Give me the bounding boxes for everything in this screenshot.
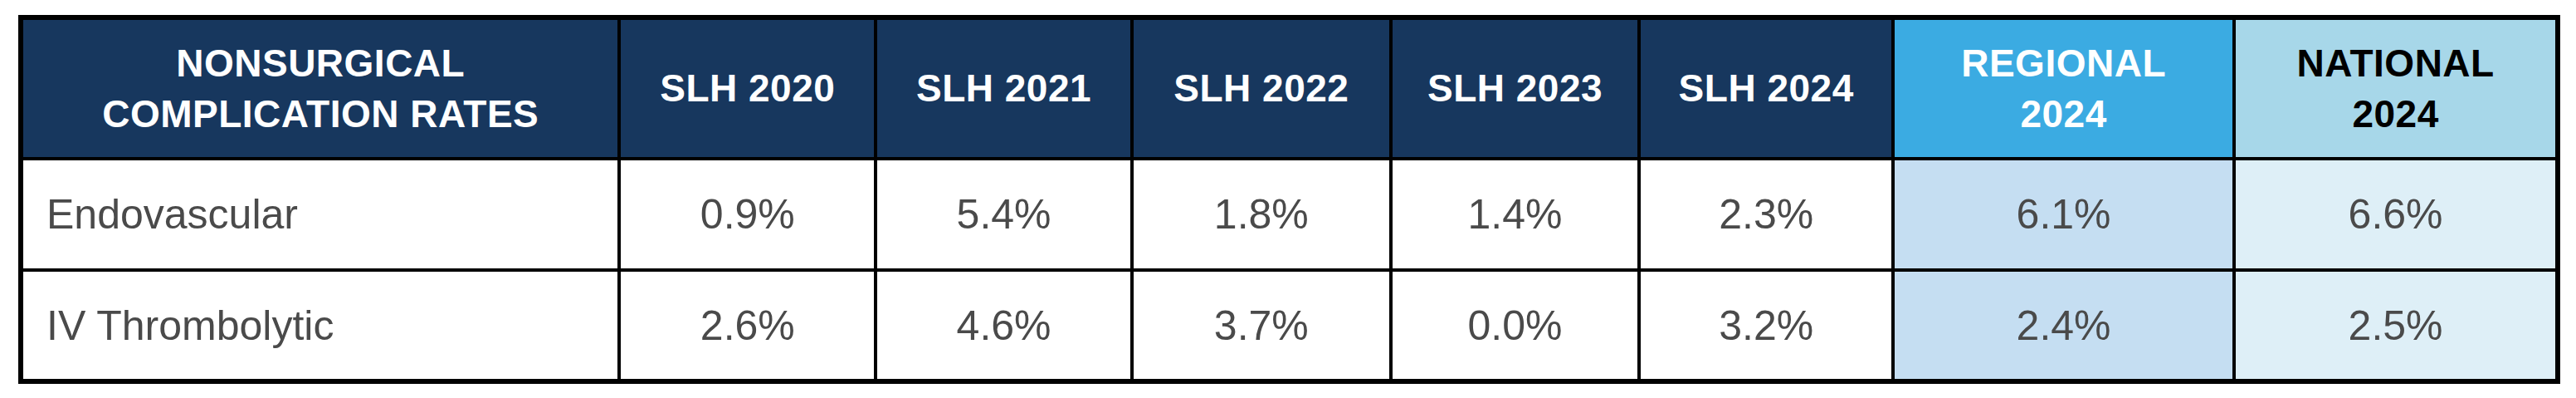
- cell-iv-thrombolytic-slh-2020: 2.6%: [619, 270, 876, 381]
- column-header-slh-2020: SLH 2020: [619, 17, 876, 159]
- table-row-endovascular: Endovascular 0.9% 5.4% 1.8% 1.4% 2.3% 6.…: [21, 159, 2558, 270]
- table-row-iv-thrombolytic: IV Thrombolytic 2.6% 4.6% 3.7% 0.0% 3.2%…: [21, 270, 2558, 381]
- cell-endovascular-regional-2024: 6.1%: [1893, 159, 2234, 270]
- cell-endovascular-slh-2022: 1.8%: [1132, 159, 1391, 270]
- cell-endovascular-slh-2024: 2.3%: [1639, 159, 1893, 270]
- cell-iv-thrombolytic-national-2024: 2.5%: [2234, 270, 2558, 381]
- cell-endovascular-national-2024: 6.6%: [2234, 159, 2558, 270]
- cell-endovascular-slh-2021: 5.4%: [876, 159, 1132, 270]
- cell-endovascular-slh-2023: 1.4%: [1391, 159, 1640, 270]
- cell-iv-thrombolytic-regional-2024: 2.4%: [1893, 270, 2234, 381]
- column-header-slh-2023: SLH 2023: [1391, 17, 1640, 159]
- row-label-iv-thrombolytic: IV Thrombolytic: [21, 270, 619, 381]
- column-header-slh-2021: SLH 2021: [876, 17, 1132, 159]
- row-label-endovascular: Endovascular: [21, 159, 619, 270]
- complication-rates-table: NONSURGICAL COMPLICATION RATES SLH 2020 …: [18, 15, 2560, 384]
- column-header-regional-2024: REGIONAL 2024: [1893, 17, 2234, 159]
- column-header-national-2024: NATIONAL 2024: [2234, 17, 2558, 159]
- cell-iv-thrombolytic-slh-2021: 4.6%: [876, 270, 1132, 381]
- cell-iv-thrombolytic-slh-2024: 3.2%: [1639, 270, 1893, 381]
- cell-iv-thrombolytic-slh-2022: 3.7%: [1132, 270, 1391, 381]
- table-header-row: NONSURGICAL COMPLICATION RATES SLH 2020 …: [21, 17, 2558, 159]
- cell-endovascular-slh-2020: 0.9%: [619, 159, 876, 270]
- column-header-slh-2022: SLH 2022: [1132, 17, 1391, 159]
- column-header-slh-2024: SLH 2024: [1639, 17, 1893, 159]
- cell-iv-thrombolytic-slh-2023: 0.0%: [1391, 270, 1640, 381]
- complication-rates-table-container: NONSURGICAL COMPLICATION RATES SLH 2020 …: [18, 15, 2560, 384]
- table-title-header: NONSURGICAL COMPLICATION RATES: [21, 17, 619, 159]
